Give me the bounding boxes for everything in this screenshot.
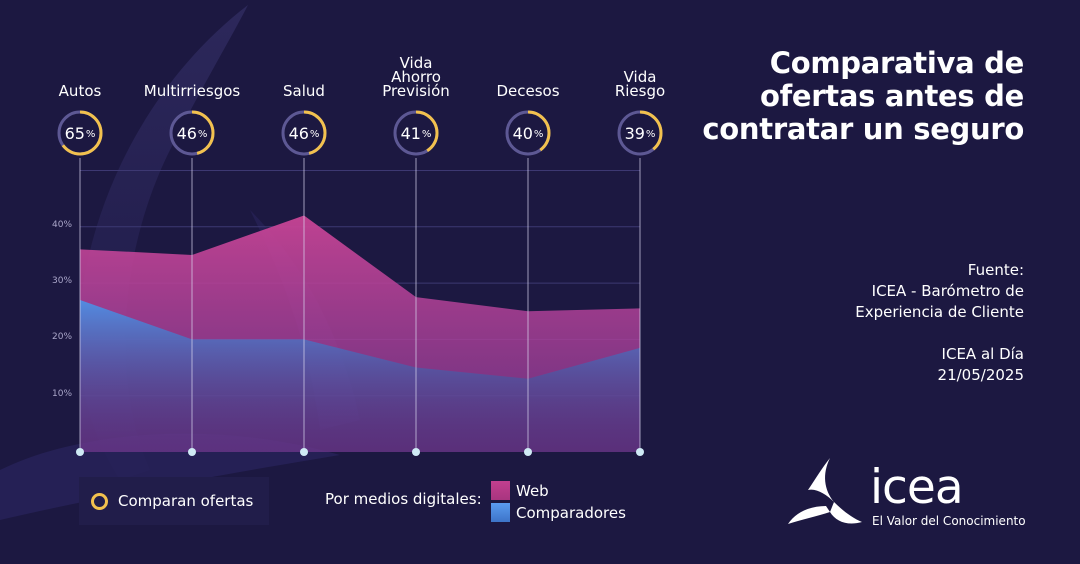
category-label: Vida Ahorro Previsión <box>382 54 450 100</box>
compare-value: 46% <box>288 123 320 143</box>
ring-progress <box>505 110 551 156</box>
compare-ring: 40% <box>504 109 552 157</box>
legend-comparadores-label: Comparadores <box>516 503 626 522</box>
web-swatch <box>491 481 510 500</box>
ring-progress <box>281 110 327 156</box>
source-label: Fuente: <box>967 261 1024 279</box>
category-label: Salud <box>283 82 325 100</box>
comparadores-area <box>80 299 640 452</box>
source-line-2: Experiencia de Cliente <box>855 303 1024 321</box>
compare-ring: 39% <box>616 109 664 157</box>
logo-tagline: El Valor del Conocimiento <box>872 514 1026 528</box>
compare-ring: 41% <box>392 109 440 157</box>
area-chart <box>76 158 644 456</box>
axis-dot <box>300 448 308 456</box>
axis-dot <box>76 448 84 456</box>
legend-web: Web <box>491 481 549 500</box>
y-tick-label: 30% <box>52 276 73 287</box>
icea-logo: icea El Valor del Conocimiento <box>786 456 1031 536</box>
icea-logo-icon <box>788 458 862 524</box>
legend-web-label: Web <box>516 481 549 500</box>
compare-ring: 46% <box>168 109 216 157</box>
category-label: Decesos <box>496 82 560 100</box>
ring-icon <box>91 492 108 510</box>
ring-progress <box>393 110 439 156</box>
y-tick-label: 10% <box>52 388 73 399</box>
publication-date: 21/05/2025 <box>937 366 1024 384</box>
compare-value: 41% <box>400 123 432 143</box>
category-label: Vida Riesgo <box>614 68 666 100</box>
axis-dot <box>524 448 532 456</box>
publication-info: ICEA al Día 21/05/2025 <box>724 344 1024 386</box>
category-label: Multirriesgos <box>143 82 241 100</box>
compare-value: 39% <box>624 123 656 143</box>
source-text: Fuente: ICEA - Barómetro de Experiencia … <box>724 260 1024 323</box>
axis-dot <box>636 448 644 456</box>
y-tick-label: 40% <box>52 219 73 230</box>
ring-progress <box>169 110 215 156</box>
page-title: Comparativa de ofertas antes de contrata… <box>702 46 1024 146</box>
category-label: Autos <box>58 82 102 100</box>
publication-name: ICEA al Día <box>941 345 1024 363</box>
axis-dot <box>188 448 196 456</box>
legend-compare: Comparan ofertas <box>79 477 269 525</box>
source-line-1: ICEA - Barómetro de <box>871 282 1024 300</box>
compare-value: 65% <box>64 123 96 143</box>
ring-progress <box>57 110 103 156</box>
legend-comparadores: Comparadores <box>491 503 626 522</box>
comparadores-swatch <box>491 503 510 522</box>
compare-ring: 65% <box>56 109 104 157</box>
ring-progress <box>617 110 663 156</box>
logo-wordmark: icea <box>870 460 964 515</box>
compare-value: 40% <box>512 123 544 143</box>
compare-ring: 46% <box>280 109 328 157</box>
axis-dot <box>412 448 420 456</box>
y-tick-label: 20% <box>52 332 73 343</box>
legend-digital-label: Por medios digitales: <box>325 490 482 508</box>
legend-compare-label: Comparan ofertas <box>118 492 254 510</box>
compare-value: 46% <box>176 123 208 143</box>
